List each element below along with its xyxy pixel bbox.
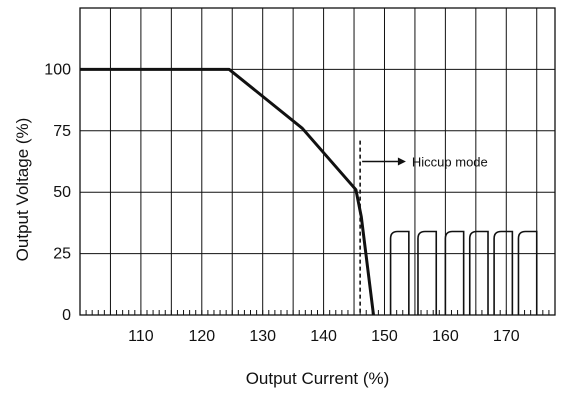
hiccup-pulse xyxy=(493,230,514,315)
x-axis-title: Output Current (%) xyxy=(246,369,390,388)
x-tick-label: 150 xyxy=(371,328,398,345)
foldback-curve xyxy=(80,67,375,316)
hiccup-arrow-head xyxy=(397,157,406,166)
series-layer xyxy=(80,67,538,316)
x-tick-label: 110 xyxy=(128,328,154,345)
hiccup-mode-label: Hiccup mode xyxy=(412,155,488,170)
x-tick-label: 130 xyxy=(249,328,276,345)
y-tick-label: 0 xyxy=(62,307,71,324)
hiccup-pulse xyxy=(517,230,538,315)
minor-ticks xyxy=(85,310,550,315)
y-axis-title: Output Voltage (%) xyxy=(13,118,32,262)
x-tick-label: 120 xyxy=(188,328,215,345)
y-tick-label: 25 xyxy=(53,246,71,263)
hiccup-pulse xyxy=(417,230,438,315)
x-tick-labels: 110 120 130 140 150 160 170 xyxy=(128,328,520,345)
annotation-layer: Hiccup mode xyxy=(362,155,488,170)
x-tick-label: 140 xyxy=(310,328,337,345)
hiccup-pulse xyxy=(389,230,410,315)
x-tick-label: 160 xyxy=(432,328,459,345)
plot-frame xyxy=(79,7,556,316)
y-tick-label: 75 xyxy=(53,123,71,140)
y-tick-labels: 0 25 50 75 100 xyxy=(44,61,71,324)
hiccup-pulse xyxy=(444,230,465,315)
hiccup-pulse xyxy=(468,230,489,315)
y-tick-label: 50 xyxy=(53,184,71,201)
y-tick-label: 100 xyxy=(44,61,71,78)
x-tick-label: 170 xyxy=(493,328,520,345)
